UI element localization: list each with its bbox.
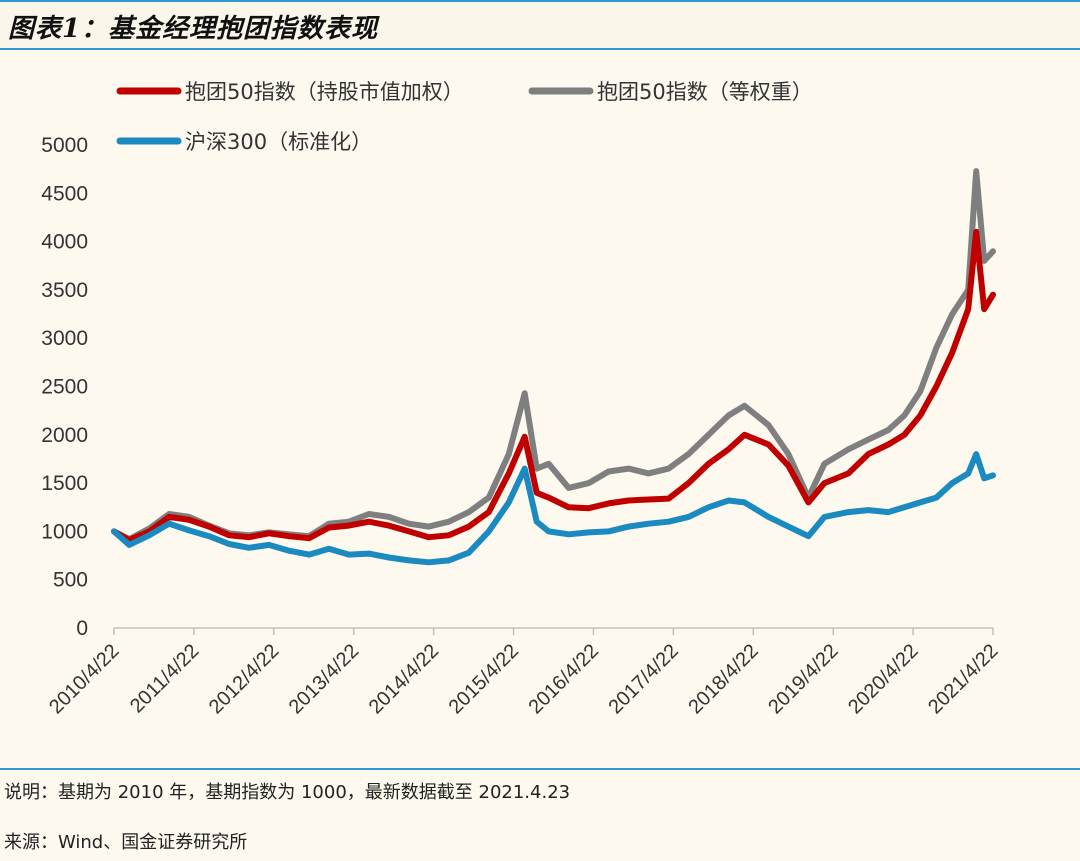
y-tick-label: 5000: [41, 134, 88, 157]
x-tick-label: 2018/4/22: [684, 640, 762, 718]
y-tick-label: 3500: [41, 279, 88, 302]
x-tick-label: 2010/4/22: [45, 640, 123, 718]
footer-rule: [0, 768, 1080, 770]
y-tick-label: 0: [76, 617, 88, 640]
y-tick-label: 4000: [41, 231, 88, 254]
legend: 抱团50指数（持股市值加权） 抱团50指数（等权重） 沪深300（标准化）: [116, 80, 813, 154]
series-line-0: [111, 228, 996, 544]
x-axis: 2010/4/22 2011/4/22 2012/4/22 2013/4/22 2014…: [45, 627, 1003, 718]
legend-label: 沪深300（标准化）: [185, 130, 372, 154]
legend-label: 抱团50指数（持股市值加权）: [185, 80, 464, 104]
figure-title: 图表1：基金经理抱团指数表现: [8, 14, 379, 44]
chart-note: 说明：基期为 2010 年，基期指数为 1000，最新数据截至 2021.4.2…: [4, 782, 571, 803]
x-tick-label: 2020/4/22: [844, 640, 922, 718]
title-bar: 图表1：基金经理抱团指数表现: [0, 2, 1080, 48]
x-tick-label: 2012/4/22: [205, 640, 283, 718]
x-tick-label: 2016/4/22: [525, 640, 603, 718]
series-line-2: [111, 451, 996, 566]
x-tick-label: 2021/4/22: [924, 640, 1002, 718]
x-tick-label: 2014/4/22: [365, 640, 443, 718]
x-tick-label: 2017/4/22: [604, 640, 682, 718]
x-tick-label: 2015/4/22: [445, 640, 523, 718]
chart-source: 来源：Wind、国金证券研究所: [4, 832, 248, 853]
title-underline: [0, 48, 1080, 50]
line-chart: 抱团50指数（持股市值加权） 抱团50指数（等权重） 沪深300（标准化） 0 500…: [41, 80, 1003, 718]
plot-area: [111, 168, 996, 566]
x-tick-label: 2013/4/22: [285, 640, 363, 718]
top-rule: [0, 0, 1080, 2]
y-tick-label: 2500: [41, 376, 88, 399]
y-tick-label: 1000: [41, 520, 88, 543]
series-line-1: [111, 168, 996, 543]
y-axis: 0 500 1000 1500 2000 2500 3000 3500 4000 4500 5000: [41, 134, 88, 640]
y-tick-label: 1500: [41, 472, 88, 495]
x-tick-label: 2011/4/22: [126, 640, 203, 717]
y-tick-label: 4500: [41, 182, 88, 205]
y-tick-label: 2000: [41, 424, 88, 447]
y-tick-label: 3000: [41, 327, 88, 350]
y-tick-label: 500: [53, 569, 88, 592]
x-tick-label: 2019/4/22: [764, 640, 842, 718]
legend-label: 抱团50指数（等权重）: [597, 80, 813, 104]
